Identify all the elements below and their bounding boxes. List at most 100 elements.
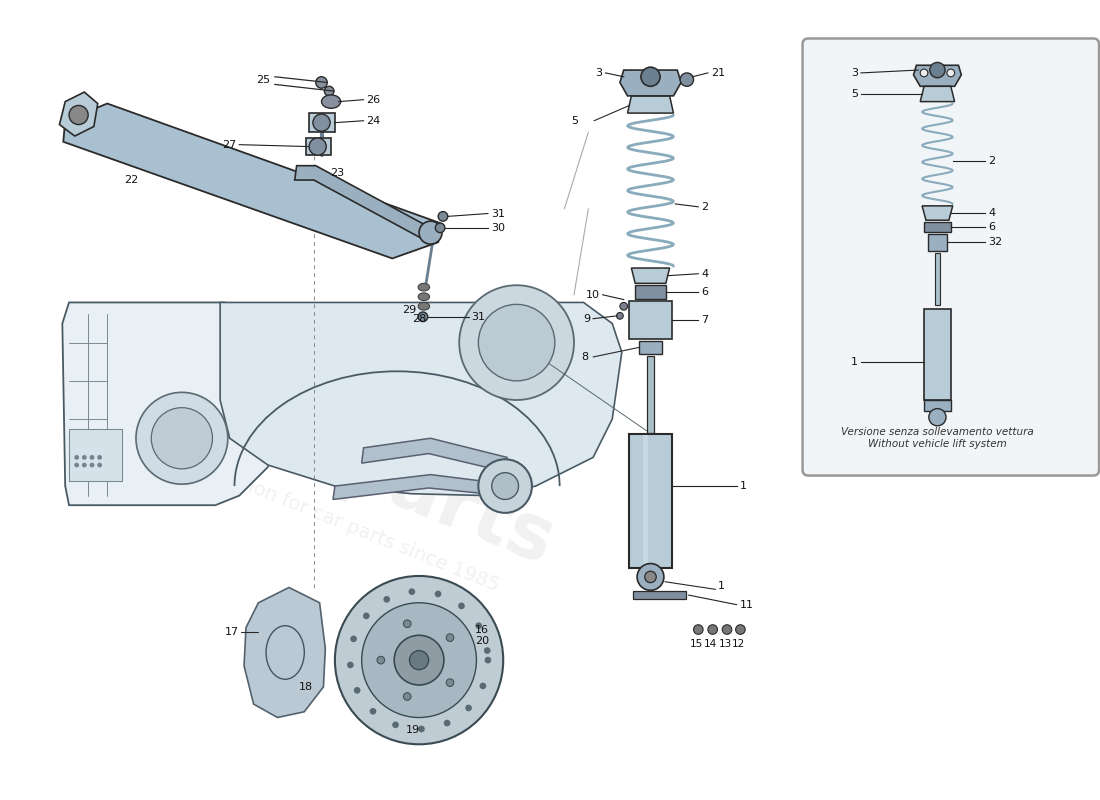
Ellipse shape bbox=[478, 459, 532, 513]
Polygon shape bbox=[913, 66, 961, 86]
Polygon shape bbox=[333, 474, 507, 499]
Text: 32: 32 bbox=[988, 237, 1002, 247]
Ellipse shape bbox=[350, 635, 356, 642]
Ellipse shape bbox=[346, 662, 354, 668]
Ellipse shape bbox=[404, 620, 411, 627]
Ellipse shape bbox=[928, 409, 946, 426]
Ellipse shape bbox=[947, 69, 955, 77]
Ellipse shape bbox=[89, 462, 95, 467]
Ellipse shape bbox=[438, 211, 448, 221]
Ellipse shape bbox=[89, 455, 95, 460]
Ellipse shape bbox=[492, 473, 518, 499]
Polygon shape bbox=[362, 438, 507, 472]
Text: 26: 26 bbox=[366, 94, 381, 105]
Polygon shape bbox=[620, 70, 681, 96]
Text: 18: 18 bbox=[298, 682, 312, 692]
Text: 4: 4 bbox=[988, 207, 996, 218]
Ellipse shape bbox=[921, 69, 928, 77]
Polygon shape bbox=[306, 138, 331, 155]
Ellipse shape bbox=[447, 678, 454, 686]
Text: 20: 20 bbox=[475, 636, 490, 646]
Ellipse shape bbox=[316, 77, 327, 88]
Ellipse shape bbox=[394, 635, 444, 685]
Ellipse shape bbox=[458, 602, 465, 610]
Ellipse shape bbox=[459, 286, 574, 400]
Text: 23: 23 bbox=[330, 168, 344, 178]
Ellipse shape bbox=[480, 682, 486, 690]
Bar bbox=[647, 356, 654, 433]
Ellipse shape bbox=[69, 106, 88, 125]
Ellipse shape bbox=[409, 650, 429, 670]
Text: 5: 5 bbox=[571, 116, 578, 126]
Ellipse shape bbox=[418, 726, 425, 732]
Ellipse shape bbox=[708, 625, 717, 634]
Text: 13: 13 bbox=[718, 639, 732, 649]
Text: 1: 1 bbox=[739, 481, 747, 491]
Polygon shape bbox=[922, 206, 953, 220]
Ellipse shape bbox=[436, 223, 444, 233]
Text: 21: 21 bbox=[711, 68, 725, 78]
Ellipse shape bbox=[620, 302, 628, 310]
Ellipse shape bbox=[321, 95, 341, 108]
Polygon shape bbox=[309, 113, 334, 132]
Bar bbox=[924, 222, 950, 232]
Text: 17: 17 bbox=[226, 627, 240, 638]
Ellipse shape bbox=[334, 576, 503, 744]
Text: 28: 28 bbox=[412, 314, 427, 324]
Bar bbox=[69, 429, 122, 482]
Ellipse shape bbox=[693, 625, 703, 634]
Text: Versione senza sollevamento vettura
Without vehicle lift system: Versione senza sollevamento vettura With… bbox=[842, 427, 1034, 449]
Text: 31: 31 bbox=[472, 312, 486, 322]
Text: 7: 7 bbox=[701, 314, 708, 325]
Polygon shape bbox=[631, 268, 670, 283]
Ellipse shape bbox=[377, 656, 385, 664]
Polygon shape bbox=[295, 166, 430, 242]
Ellipse shape bbox=[637, 563, 664, 590]
Text: 29: 29 bbox=[402, 305, 416, 315]
Polygon shape bbox=[220, 302, 622, 496]
Ellipse shape bbox=[680, 73, 693, 86]
Ellipse shape bbox=[152, 408, 212, 469]
Bar bbox=[935, 253, 940, 306]
Ellipse shape bbox=[447, 634, 454, 642]
Ellipse shape bbox=[443, 720, 450, 726]
Text: a passion for car parts since 1985: a passion for car parts since 1985 bbox=[187, 454, 502, 595]
Ellipse shape bbox=[81, 462, 87, 467]
Polygon shape bbox=[63, 302, 283, 506]
Text: 27: 27 bbox=[222, 140, 236, 150]
Bar bbox=[928, 234, 947, 251]
Text: 10: 10 bbox=[586, 290, 600, 300]
Ellipse shape bbox=[384, 596, 390, 602]
Ellipse shape bbox=[354, 687, 361, 694]
Text: 30: 30 bbox=[491, 223, 505, 233]
Polygon shape bbox=[244, 587, 326, 718]
Polygon shape bbox=[64, 103, 440, 258]
Ellipse shape bbox=[97, 455, 102, 460]
Bar bbox=[629, 301, 671, 338]
Ellipse shape bbox=[736, 625, 745, 634]
Ellipse shape bbox=[484, 647, 491, 654]
Ellipse shape bbox=[641, 67, 660, 86]
Text: 1: 1 bbox=[851, 357, 858, 366]
Text: 19: 19 bbox=[406, 725, 420, 735]
Ellipse shape bbox=[434, 590, 441, 598]
Ellipse shape bbox=[312, 114, 330, 131]
Text: 22: 22 bbox=[124, 175, 139, 185]
Ellipse shape bbox=[485, 657, 492, 663]
Ellipse shape bbox=[370, 708, 376, 714]
Ellipse shape bbox=[393, 722, 399, 728]
Ellipse shape bbox=[309, 138, 327, 155]
Ellipse shape bbox=[136, 392, 228, 484]
Ellipse shape bbox=[475, 622, 482, 629]
Ellipse shape bbox=[723, 625, 732, 634]
Ellipse shape bbox=[408, 588, 415, 595]
Ellipse shape bbox=[418, 302, 430, 310]
Ellipse shape bbox=[75, 455, 79, 460]
Text: 2: 2 bbox=[701, 202, 708, 212]
Ellipse shape bbox=[81, 455, 87, 460]
Bar bbox=[642, 435, 648, 567]
Text: 6: 6 bbox=[988, 222, 996, 232]
Ellipse shape bbox=[478, 304, 554, 381]
Polygon shape bbox=[921, 86, 955, 102]
Bar bbox=[639, 341, 662, 354]
